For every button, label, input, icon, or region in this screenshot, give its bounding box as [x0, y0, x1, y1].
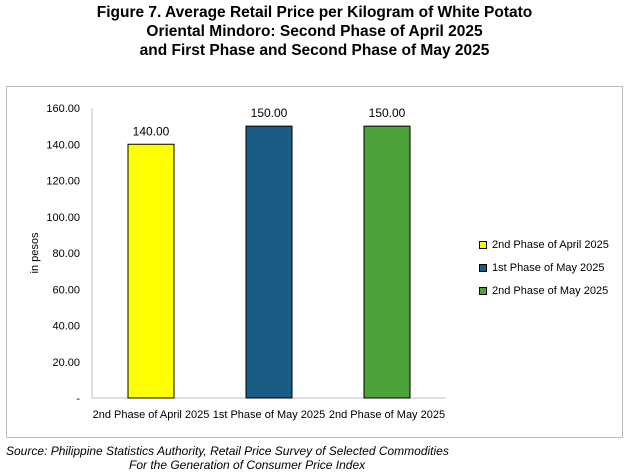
y-tick-label: 20.00 [52, 357, 80, 369]
x-tick-label: 2nd Phase of May 2025 [329, 409, 445, 421]
y-tick-label: 140.00 [46, 139, 80, 151]
legend-label: 2nd Phase of May 2025 [492, 284, 609, 297]
source-line-1: Source: Philippine Statistics Authority,… [6, 444, 449, 458]
legend: 2nd Phase of April 2025 1st Phase of May … [479, 233, 609, 302]
y-tick-label: 40.00 [52, 321, 80, 333]
source-line-2: For the Generation of Consumer Price Ind… [129, 458, 366, 472]
bar [245, 125, 293, 399]
legend-swatch [479, 263, 487, 272]
chart-frame [6, 86, 623, 438]
data-label: 140.00 [133, 124, 170, 138]
title-line-3: and First Phase and Second Phase of May … [139, 42, 490, 59]
legend-label: 1st Phase of May 2025 [492, 261, 605, 274]
legend-item: 2nd Phase of May 2025 [479, 279, 609, 302]
y-tick-label: - [76, 393, 80, 405]
chart-title: Figure 7. Average Retail Price per Kilog… [0, 3, 629, 60]
source-note: Source: Philippine Statistics Authority,… [6, 444, 449, 472]
y-tick-label: 120.00 [46, 176, 80, 188]
bar [127, 143, 175, 399]
bar [363, 125, 411, 399]
legend-item: 1st Phase of May 2025 [479, 256, 609, 279]
y-tick-label: 160.00 [46, 103, 80, 115]
y-tick-label: 80.00 [52, 248, 80, 260]
legend-swatch [479, 286, 487, 295]
x-tick-label: 1st Phase of May 2025 [213, 409, 326, 421]
data-label: 150.00 [251, 106, 288, 120]
legend-item: 2nd Phase of April 2025 [479, 233, 609, 256]
y-tick-label: 60.00 [52, 284, 80, 296]
y-tick-label: 100.00 [46, 212, 80, 224]
title-line-1: Figure 7. Average Retail Price per Kilog… [96, 4, 533, 21]
legend-label: 2nd Phase of April 2025 [492, 238, 609, 251]
y-axis-title: in pesos [29, 232, 41, 273]
x-tick-label: 2nd Phase of April 2025 [93, 409, 210, 421]
title-line-2: Oriental Mindoro: Second Phase of April … [146, 23, 483, 40]
legend-swatch [479, 240, 487, 249]
data-label: 150.00 [369, 106, 406, 120]
